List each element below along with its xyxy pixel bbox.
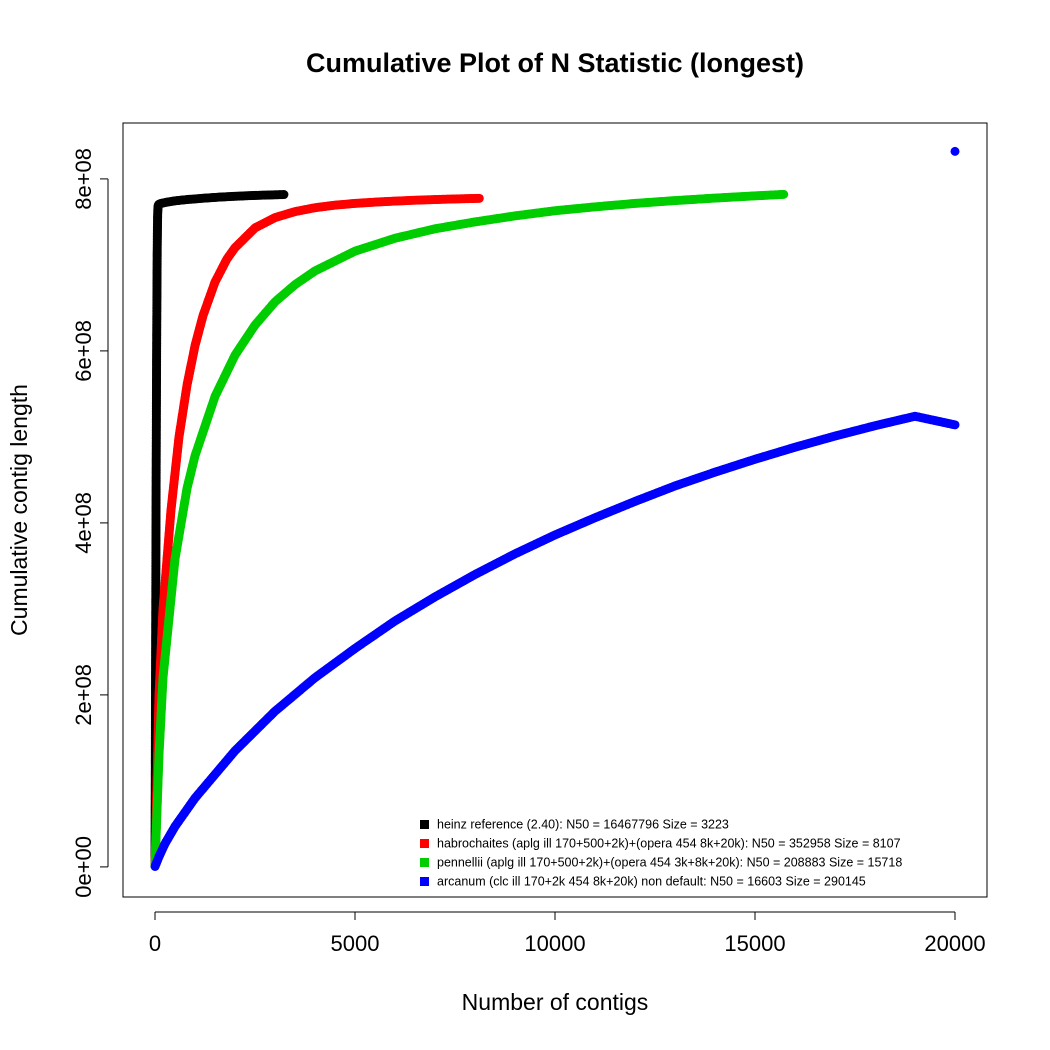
data-point — [279, 190, 289, 200]
data-point — [474, 193, 484, 203]
axes-layer: 0 5000 10000 15000 20000 0e+00 2e+08 4e+08 6e+08… — [71, 148, 986, 956]
y-tick-label: 0e+00 — [71, 836, 96, 898]
data-points-layer — [150, 146, 960, 871]
legend: heinz reference (2.40): N50 = 16467796 S… — [420, 818, 902, 889]
legend-entry: pennellii (aplg ill 170+500+2k)+(opera 4… — [437, 856, 902, 870]
y-tick-label: 6e+08 — [71, 320, 96, 382]
y-tick-label: 2e+08 — [71, 664, 96, 726]
legend-entry: habrochaites (aplg ill 170+500+2k)+(oper… — [437, 837, 901, 851]
x-tick-label: 5000 — [331, 931, 380, 956]
legend-swatch — [420, 858, 429, 867]
legend-swatch — [420, 820, 429, 829]
legend-entry: heinz reference (2.40): N50 = 16467796 S… — [437, 818, 729, 832]
data-point — [950, 420, 960, 430]
x-tick-label: 0 — [149, 931, 161, 956]
series-4 — [150, 411, 960, 871]
data-point — [779, 189, 789, 199]
x-tick-label: 10000 — [524, 931, 585, 956]
chart-title: Cumulative Plot of N Statistic (longest) — [306, 48, 804, 78]
x-axis-label: Number of contigs — [462, 989, 649, 1015]
y-tick-label: 4e+08 — [71, 492, 96, 554]
legend-swatch — [420, 877, 429, 886]
legend-entry: arcanum (clc ill 170+2k 454 8k+20k) non … — [437, 875, 866, 889]
data-point — [950, 146, 960, 156]
plot-frame — [122, 122, 988, 898]
series-5 — [950, 146, 960, 156]
y-axis-label: Cumulative contig length — [6, 384, 32, 636]
x-tick-label: 20000 — [924, 931, 985, 956]
legend-swatch — [420, 839, 429, 848]
series-2 — [150, 193, 484, 871]
y-tick-label: 8e+08 — [71, 148, 96, 210]
x-tick-label: 15000 — [724, 931, 785, 956]
